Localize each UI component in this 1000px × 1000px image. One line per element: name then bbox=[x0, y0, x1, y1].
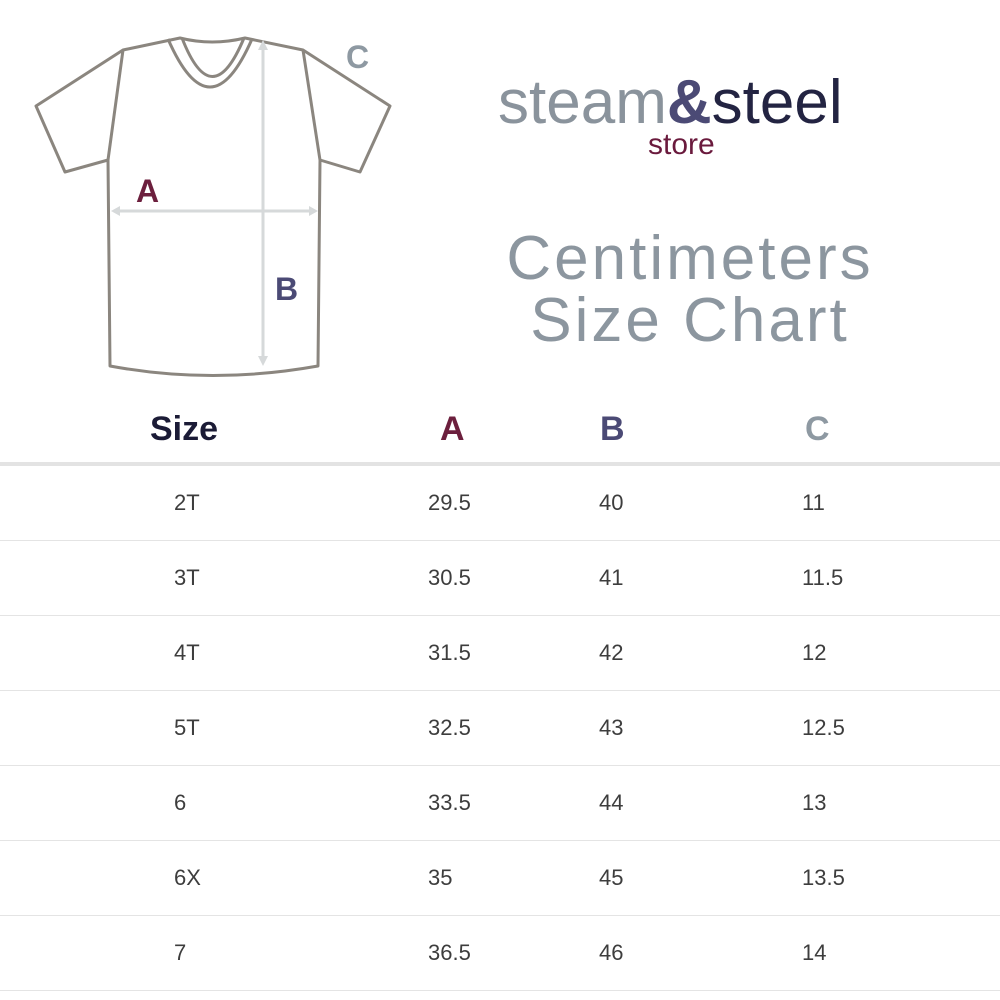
cell-b: 43 bbox=[599, 715, 624, 740]
cell-a: 29.5 bbox=[428, 490, 471, 515]
cell-c: 13.5 bbox=[802, 865, 845, 890]
cell-size: 3T bbox=[174, 565, 200, 590]
tshirt-sleeve-seam-right bbox=[301, 49, 322, 161]
measure-arrow-b-top bbox=[258, 40, 268, 50]
logo-ampersand: & bbox=[666, 68, 712, 137]
cell-a: 30.5 bbox=[428, 565, 471, 590]
table-row: 2T 29.5 40 11 bbox=[0, 466, 1000, 541]
page-title-line2: Size Chart bbox=[530, 286, 850, 355]
logo-wordmark: steam&steel bbox=[498, 68, 843, 138]
cell-size: 2T bbox=[174, 490, 200, 515]
table-row: 6X 35 45 13.5 bbox=[0, 841, 1000, 916]
cell-c: 13 bbox=[802, 790, 827, 815]
table-row: 7 36.5 46 14 bbox=[0, 916, 1000, 991]
cell-size: 5T bbox=[174, 715, 200, 740]
cell-c: 11 bbox=[802, 490, 825, 515]
logo-steam: steam bbox=[498, 68, 667, 137]
logo-store: store bbox=[648, 128, 715, 161]
table-row: 4T 31.5 42 12 bbox=[0, 616, 1000, 691]
cell-a: 31.5 bbox=[428, 640, 471, 665]
cell-size: 4T bbox=[174, 640, 200, 665]
table-row: 3T 30.5 41 11.5 bbox=[0, 541, 1000, 616]
measure-arrow-a-left bbox=[111, 206, 120, 216]
cell-b: 42 bbox=[599, 640, 624, 665]
column-header-size: Size bbox=[150, 410, 219, 448]
column-header-a: A bbox=[440, 410, 465, 448]
tshirt-collar-inner bbox=[180, 37, 246, 78]
size-table-body: 2T 29.5 40 11 3T 30.5 41 11.5 4T 31.5 42… bbox=[0, 466, 1000, 991]
page-title-line1: Centimeters bbox=[506, 224, 874, 293]
cell-size: 6X bbox=[174, 865, 201, 890]
table-row: 5T 32.5 43 12.5 bbox=[0, 691, 1000, 766]
table-row: 6 33.5 44 13 bbox=[0, 766, 1000, 841]
cell-size: 6 bbox=[174, 790, 187, 815]
tshirt-sleeve-seam-left bbox=[106, 49, 125, 161]
cell-b: 41 bbox=[599, 565, 624, 590]
cell-b: 45 bbox=[599, 865, 624, 890]
diagram-label-a: A bbox=[136, 173, 159, 209]
cell-a: 32.5 bbox=[428, 715, 471, 740]
column-header-c: C bbox=[805, 410, 830, 448]
cell-b: 44 bbox=[599, 790, 624, 815]
cell-a: 35 bbox=[428, 865, 453, 890]
cell-a: 33.5 bbox=[428, 790, 471, 815]
cell-c: 11.5 bbox=[802, 565, 844, 590]
tshirt-measurement-diagram: A B C bbox=[34, 36, 392, 377]
cell-b: 40 bbox=[599, 490, 624, 515]
measure-arrow-a-right bbox=[309, 206, 318, 216]
cell-a: 36.5 bbox=[428, 940, 471, 965]
tshirt-outline bbox=[34, 36, 392, 377]
cell-c: 12 bbox=[802, 640, 827, 665]
cell-c: 12.5 bbox=[802, 715, 845, 740]
tshirt-collar-outer bbox=[166, 38, 254, 89]
header-divider bbox=[0, 462, 1000, 466]
diagram-label-b: B bbox=[275, 271, 298, 307]
cell-b: 46 bbox=[599, 940, 624, 965]
store-logo: steam&steel store bbox=[498, 68, 898, 168]
column-header-b: B bbox=[600, 410, 625, 448]
measure-arrow-b-bottom bbox=[258, 356, 268, 366]
diagram-label-c: C bbox=[346, 39, 369, 75]
cell-c: 14 bbox=[802, 940, 827, 965]
cell-size: 7 bbox=[174, 940, 187, 965]
logo-steel: steel bbox=[711, 68, 843, 137]
